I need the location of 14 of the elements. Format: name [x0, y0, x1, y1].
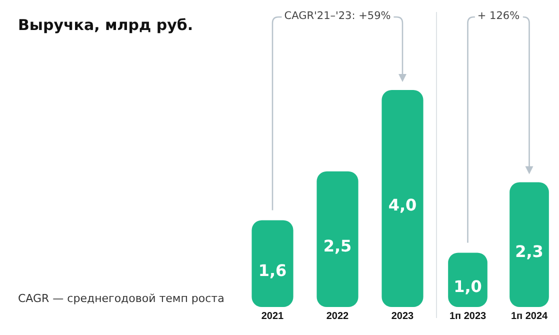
data-label: 2,5 [323, 236, 352, 256]
text: Выручка, млрд руб. [18, 16, 194, 34]
data-label: 4,0 [388, 196, 417, 215]
x-tick-label: 2023 [391, 310, 414, 322]
data-label: 1,6 [258, 260, 287, 280]
text: CAGR — среднегодовой темп роста [18, 292, 224, 305]
text: CAGR'21–'23: +59% [281, 10, 394, 22]
data-label: 1,0 [454, 277, 482, 296]
x-tick-label: 1п 2024 [510, 310, 548, 322]
x-tick-label: 1п 2023 [449, 310, 486, 322]
x-tick-label: 2022 [326, 310, 350, 322]
x-tick-label: 2021 [261, 310, 284, 322]
data-label: 2,3 [515, 242, 544, 261]
text: + 126% [474, 10, 523, 22]
